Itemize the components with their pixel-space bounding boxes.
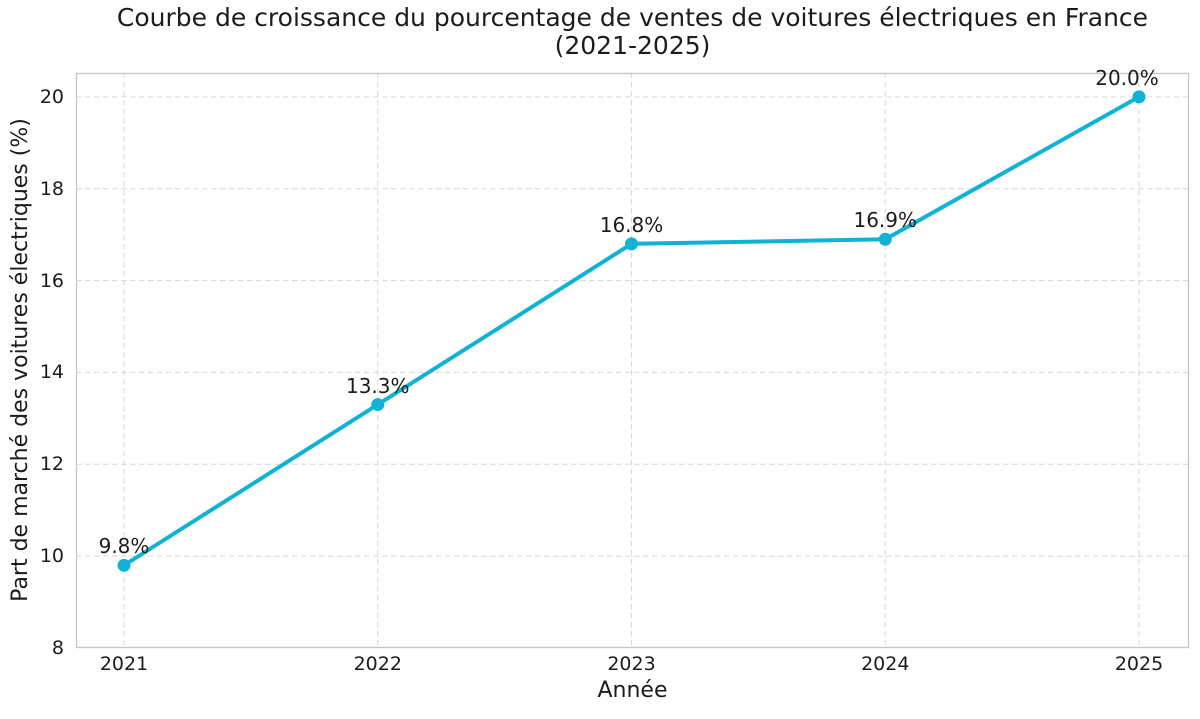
data-point-marker <box>371 398 385 412</box>
y-tick-label: 8 <box>51 637 64 659</box>
y-tick-label: 10 <box>39 545 64 568</box>
axes-frame <box>75 72 1190 649</box>
y-tick-label: 16 <box>39 269 64 292</box>
y-tick-label: 20 <box>39 85 64 108</box>
x-tick-label: 2022 <box>353 653 402 675</box>
data-point-marker <box>625 237 638 251</box>
y-tick-label: 12 <box>39 453 64 476</box>
x-axis-label: Année <box>597 678 668 703</box>
x-tick-label: 2025 <box>1114 653 1164 675</box>
point-value-label: 16.8% <box>599 212 664 237</box>
point-value-label: 16.9% <box>853 208 918 233</box>
y-tick-label: 18 <box>39 177 64 200</box>
x-tick-label: 2021 <box>99 653 149 675</box>
point-value-label: 13.3% <box>345 373 410 398</box>
x-tick-label: 2023 <box>607 653 656 675</box>
data-point-marker <box>117 558 131 572</box>
data-point-marker <box>1132 90 1146 104</box>
y-tick-label: 14 <box>39 361 64 384</box>
chart-title-line1: Courbe de croissance du pourcentage de v… <box>116 3 1149 32</box>
x-tick-label: 2024 <box>861 653 910 675</box>
point-value-label: 20.0% <box>1095 65 1159 90</box>
data-point-marker <box>878 232 892 246</box>
point-value-label: 9.8% <box>98 534 150 559</box>
chart-title-line2: (2021-2025) <box>554 31 711 60</box>
chart-title: Courbe de croissance du pourcentage de v… <box>76 4 1189 60</box>
